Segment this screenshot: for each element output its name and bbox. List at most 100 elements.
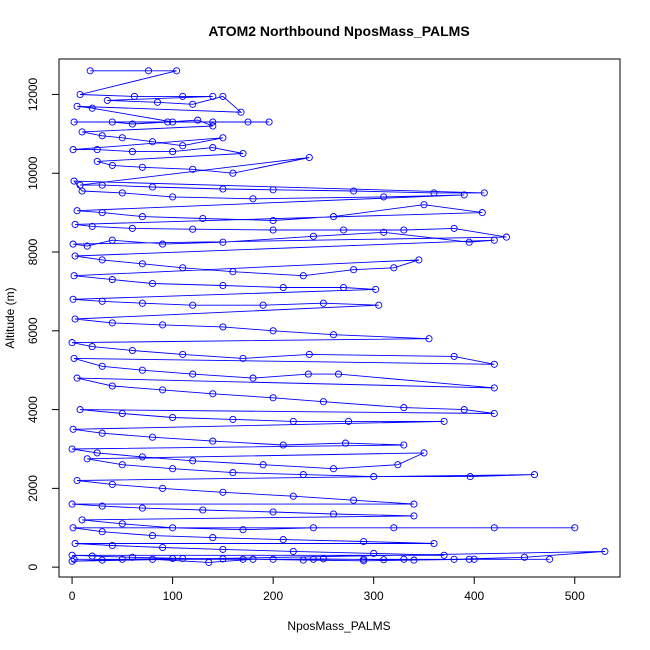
data-point	[430, 189, 438, 197]
data-point	[118, 520, 126, 528]
data-point	[70, 272, 78, 280]
data-point	[73, 207, 81, 215]
series-line	[72, 70, 605, 563]
data-point	[279, 441, 287, 449]
data-point	[148, 183, 157, 191]
data-point	[309, 232, 317, 240]
y-tick-label: 8000	[26, 238, 40, 265]
data-point	[350, 187, 358, 195]
data-point	[148, 433, 157, 441]
data-point	[130, 92, 138, 100]
data-point	[279, 536, 287, 544]
x-tick-label: 300	[364, 589, 384, 603]
data-point	[490, 409, 498, 418]
data-point	[370, 549, 378, 557]
data-point	[88, 343, 96, 351]
data-point	[334, 370, 343, 378]
data-point	[219, 555, 227, 563]
data-point	[83, 242, 91, 250]
y-axis-label: Altitude (m)	[3, 287, 17, 348]
data-point	[279, 283, 287, 292]
data-point	[440, 551, 448, 559]
data-point	[98, 502, 106, 510]
data-point	[299, 471, 307, 479]
data-point	[138, 504, 146, 512]
data-point	[98, 181, 106, 189]
data-point	[70, 555, 78, 563]
data-point	[289, 547, 297, 555]
data-point	[98, 362, 106, 370]
chart-title: ATOM2 Northbound NposMass_PALMS	[208, 23, 469, 39]
data-point	[219, 238, 227, 246]
data-point	[394, 461, 402, 469]
x-tick-label: 400	[464, 589, 484, 603]
data-point	[450, 224, 458, 232]
data-point	[269, 327, 277, 335]
data-point	[425, 335, 433, 343]
data-point	[68, 557, 76, 565]
data-point	[490, 384, 498, 392]
data-point	[169, 193, 177, 201]
data-point	[229, 169, 237, 177]
data-point	[118, 409, 126, 418]
data-point	[68, 500, 76, 508]
data-point	[189, 225, 197, 233]
data-point	[329, 331, 338, 339]
data-point	[189, 370, 197, 378]
data-point	[440, 417, 448, 425]
data-point	[169, 118, 177, 126]
data-point	[400, 404, 408, 412]
data-point	[520, 553, 529, 561]
data-point	[108, 236, 116, 244]
data-point	[118, 189, 126, 197]
data-point	[138, 163, 146, 171]
y-tick-label: 6000	[26, 317, 40, 344]
data-point	[93, 157, 101, 165]
data-point	[98, 528, 106, 536]
x-tick-label: 0	[69, 589, 76, 603]
data-point	[93, 449, 101, 457]
x-tick-label: 200	[263, 589, 283, 603]
data-point	[179, 92, 187, 100]
data-point	[164, 118, 172, 126]
y-tick-label: 12000	[26, 77, 40, 111]
data-point	[148, 555, 157, 563]
data-point	[390, 524, 398, 532]
data-point	[309, 555, 317, 563]
series	[68, 67, 609, 566]
data-point	[209, 92, 217, 100]
data-point	[360, 557, 368, 565]
data-point	[219, 185, 227, 193]
data-point	[400, 555, 408, 563]
data-point	[259, 461, 267, 469]
x-tick-label: 500	[565, 589, 585, 603]
data-point	[70, 354, 78, 362]
data-point	[138, 260, 146, 268]
y-tick-label: 0	[26, 563, 40, 570]
data-point	[265, 118, 273, 126]
data-point	[309, 524, 317, 532]
data-point	[73, 102, 81, 110]
data-point	[450, 352, 458, 360]
data-point	[319, 299, 327, 307]
data-point	[189, 165, 197, 173]
data-point	[179, 554, 187, 563]
data-point	[108, 276, 116, 284]
data-point	[390, 264, 398, 272]
data-point	[239, 555, 247, 563]
data-point	[169, 413, 177, 422]
data-point	[71, 315, 79, 323]
data-point	[71, 539, 79, 548]
data-point	[375, 301, 383, 309]
data-point	[68, 445, 76, 453]
data-point	[88, 222, 96, 230]
data-point	[144, 67, 153, 75]
data-point	[269, 555, 277, 563]
data-point	[229, 469, 237, 477]
data-point	[269, 394, 277, 402]
data-point	[466, 473, 474, 481]
y-tick-label: 2000	[26, 475, 40, 502]
data-point	[601, 547, 609, 555]
data-point	[209, 390, 217, 398]
data-point	[571, 524, 579, 532]
